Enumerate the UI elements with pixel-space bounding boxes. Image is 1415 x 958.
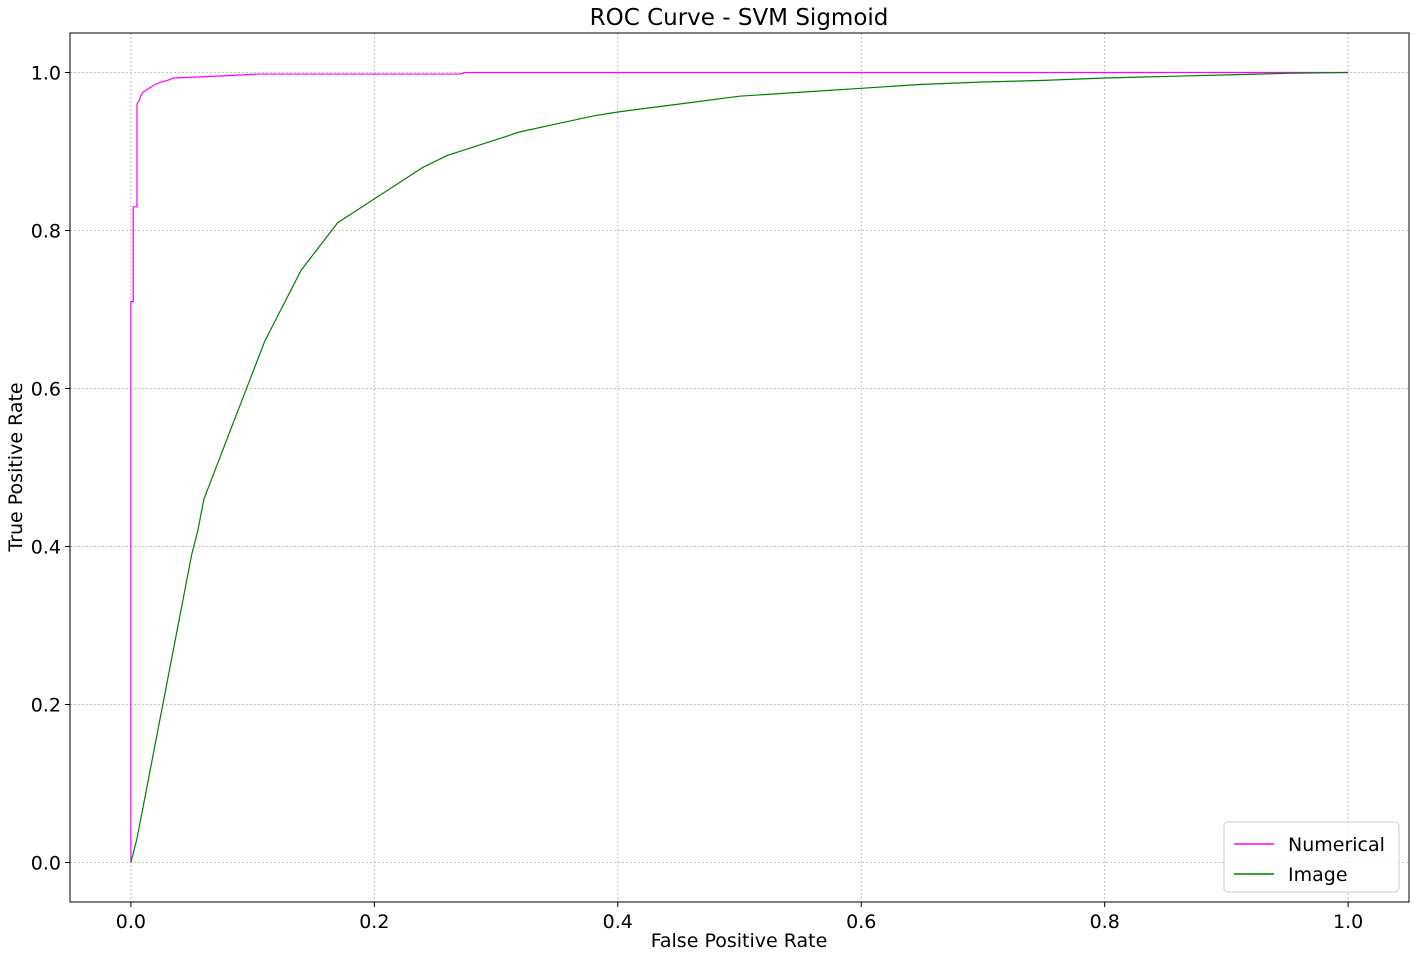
x-tick-label: 0.2 — [359, 911, 389, 933]
series-line-image — [130, 71, 1349, 863]
y-tick-label: 0.2 — [31, 695, 61, 717]
x-axis-label: False Positive Rate — [651, 930, 828, 952]
legend-label: Numerical — [1288, 834, 1385, 856]
ticks-layer: 0.0 0.2 0.4 0.6 0.8 1.0 0.0 0.2 0.4 0.6 0.8 1.0 — [31, 63, 1363, 934]
series-line-numerical — [130, 71, 1349, 863]
legend-label: Image — [1288, 864, 1348, 886]
chart-title: ROC Curve - SVM Sigmoid — [590, 5, 889, 31]
x-tick-label: 0.4 — [603, 911, 633, 933]
x-tick-label: 0.0 — [116, 911, 146, 933]
y-tick-label: 0.4 — [31, 537, 61, 559]
y-tick-label: 0.8 — [31, 221, 61, 243]
plot-frame — [69, 32, 1410, 903]
legend: Numerical Image — [1223, 821, 1400, 893]
y-tick-label: 1.0 — [31, 63, 61, 85]
grid — [70, 33, 1409, 902]
x-tick-label: 0.8 — [1090, 911, 1120, 933]
y-tick-label: 0.6 — [31, 379, 61, 401]
y-axis-label: True Positive Rate — [5, 382, 27, 552]
series-layer — [130, 71, 1349, 863]
x-tick-label: 1.0 — [1333, 911, 1363, 933]
x-tick-label: 0.6 — [846, 911, 876, 933]
y-tick-label: 0.0 — [31, 853, 61, 875]
